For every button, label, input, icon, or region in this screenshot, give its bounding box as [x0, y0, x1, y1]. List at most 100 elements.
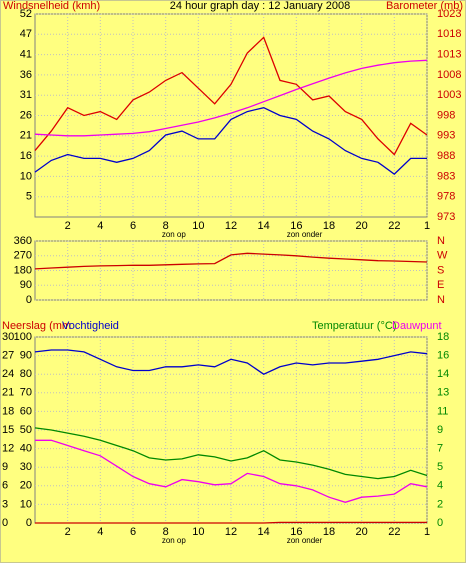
y-tick-label: 360 — [14, 235, 32, 247]
rain-tick-label: 12 — [2, 443, 14, 455]
series-line — [35, 521, 427, 524]
y2-tick-label: 978 — [437, 191, 455, 203]
x-tick-label: 12 — [225, 220, 237, 232]
y-tick-label: 20 — [20, 480, 32, 492]
chart-title: 24 hour graph day : 12 January 2008 — [170, 0, 350, 12]
y-tick-label: 5 — [26, 191, 32, 203]
y2-tick-label: 1003 — [437, 89, 461, 101]
x-tick-label: 14 — [258, 526, 270, 538]
y-tick-label: 41 — [20, 49, 32, 61]
rain-tick-label: 6 — [2, 480, 8, 492]
y2-tick-label: 998 — [437, 109, 455, 121]
rain-tick-label: 30 — [2, 331, 14, 343]
y-tick-label: 60 — [20, 405, 32, 417]
series-line — [34, 252, 428, 270]
y-tick-label: 31 — [20, 89, 32, 101]
x-tick-label: 12 — [225, 526, 237, 538]
y-tick-label: 30 — [20, 461, 32, 473]
x-tick-label: 18 — [323, 220, 335, 232]
y2-tick-label: 16 — [437, 350, 449, 362]
rain-tick-label: 24 — [2, 368, 14, 380]
y2-tick-label: 4 — [437, 480, 443, 492]
annotation: zon onder — [287, 536, 323, 545]
series-label: Neerslag (mm — [2, 320, 71, 332]
series-line — [34, 349, 428, 375]
rain-tick-label: 18 — [2, 405, 14, 417]
y-tick-label: 0 — [26, 294, 32, 306]
x-tick-label: 2 — [65, 220, 71, 232]
y-tick-label: 180 — [14, 264, 32, 276]
y-tick-label: 26 — [20, 109, 32, 121]
x-tick-label: 8 — [163, 220, 169, 232]
rain-tick-label: 27 — [2, 350, 14, 362]
y2-tick-label: 14 — [437, 368, 449, 380]
y2-tick-label: 7 — [437, 443, 443, 455]
annotation: zon op — [162, 230, 187, 239]
y-tick-label: 40 — [20, 443, 32, 455]
y-tick-label: 90 — [20, 279, 32, 291]
x-tick-label: 1 — [424, 220, 430, 232]
y2-tick-label: 11 — [437, 405, 448, 417]
rain-tick-label: 9 — [2, 461, 8, 473]
y-axis-title: Windsnelheid (kmh) — [3, 0, 100, 12]
x-tick-label: 22 — [388, 220, 400, 232]
y2-tick-label: W — [437, 250, 448, 262]
y-tick-label: 16 — [20, 150, 32, 162]
series-line — [34, 107, 427, 175]
series-label: Temperatuur (°C) — [312, 320, 396, 332]
y2-axis-title: Barometer (mb) — [386, 0, 463, 12]
y-tick-label: 47 — [20, 28, 32, 40]
y-tick-label: 21 — [20, 130, 32, 142]
x-tick-label: 14 — [258, 220, 270, 232]
series-line — [34, 427, 428, 480]
y-tick-label: 52 — [20, 8, 32, 20]
y2-tick-label: N — [437, 235, 445, 247]
series-line — [35, 439, 428, 503]
x-tick-label: 8 — [163, 526, 169, 538]
y2-tick-label: 0 — [437, 517, 443, 529]
y-tick-label: 80 — [20, 368, 32, 380]
y2-tick-label: 9 — [437, 424, 443, 436]
y2-tick-label: 973 — [437, 211, 455, 223]
y-tick-label: 0 — [26, 517, 32, 529]
y2-tick-label: 1023 — [437, 8, 461, 20]
x-tick-label: 4 — [97, 526, 103, 538]
y2-tick-label: 2 — [437, 498, 443, 510]
x-tick-label: 20 — [356, 526, 368, 538]
x-tick-label: 6 — [130, 526, 136, 538]
x-tick-label: 1 — [424, 526, 430, 538]
series-label: Vochtigheid — [62, 320, 119, 332]
x-tick-label: 20 — [356, 220, 368, 232]
x-tick-label: 4 — [97, 220, 103, 232]
y2-tick-label: 13 — [437, 387, 449, 399]
x-tick-label: 16 — [290, 220, 302, 232]
rain-tick-label: 0 — [2, 517, 8, 529]
y-tick-label: 10 — [20, 170, 32, 182]
y2-tick-label: 988 — [437, 150, 455, 162]
y2-tick-label: 1013 — [437, 49, 461, 61]
y2-tick-label: 1018 — [437, 28, 461, 40]
annotation: zon onder — [287, 230, 323, 239]
series-line — [34, 59, 428, 137]
y2-tick-label: S — [437, 264, 444, 276]
y-tick-label: 10 — [20, 498, 32, 510]
x-tick-label: 10 — [192, 526, 204, 538]
y-tick-label: 70 — [20, 387, 32, 399]
x-tick-label: 6 — [130, 220, 136, 232]
y-tick-label: 100 — [14, 331, 32, 343]
series-line — [34, 36, 428, 156]
x-tick-label: 2 — [65, 526, 71, 538]
y-tick-label: 36 — [20, 69, 32, 81]
y2-tick-label: 993 — [437, 130, 455, 142]
annotation: zon op — [162, 536, 187, 545]
rain-tick-label: 3 — [2, 498, 8, 510]
y2-tick-label: 1008 — [437, 69, 461, 81]
y-tick-label: 90 — [20, 350, 32, 362]
y2-tick-label: 18 — [437, 331, 449, 343]
rain-tick-label: 21 — [2, 387, 14, 399]
y2-tick-label: N — [437, 294, 445, 306]
rain-tick-label: 15 — [2, 424, 14, 436]
y2-tick-label: 983 — [437, 170, 455, 182]
